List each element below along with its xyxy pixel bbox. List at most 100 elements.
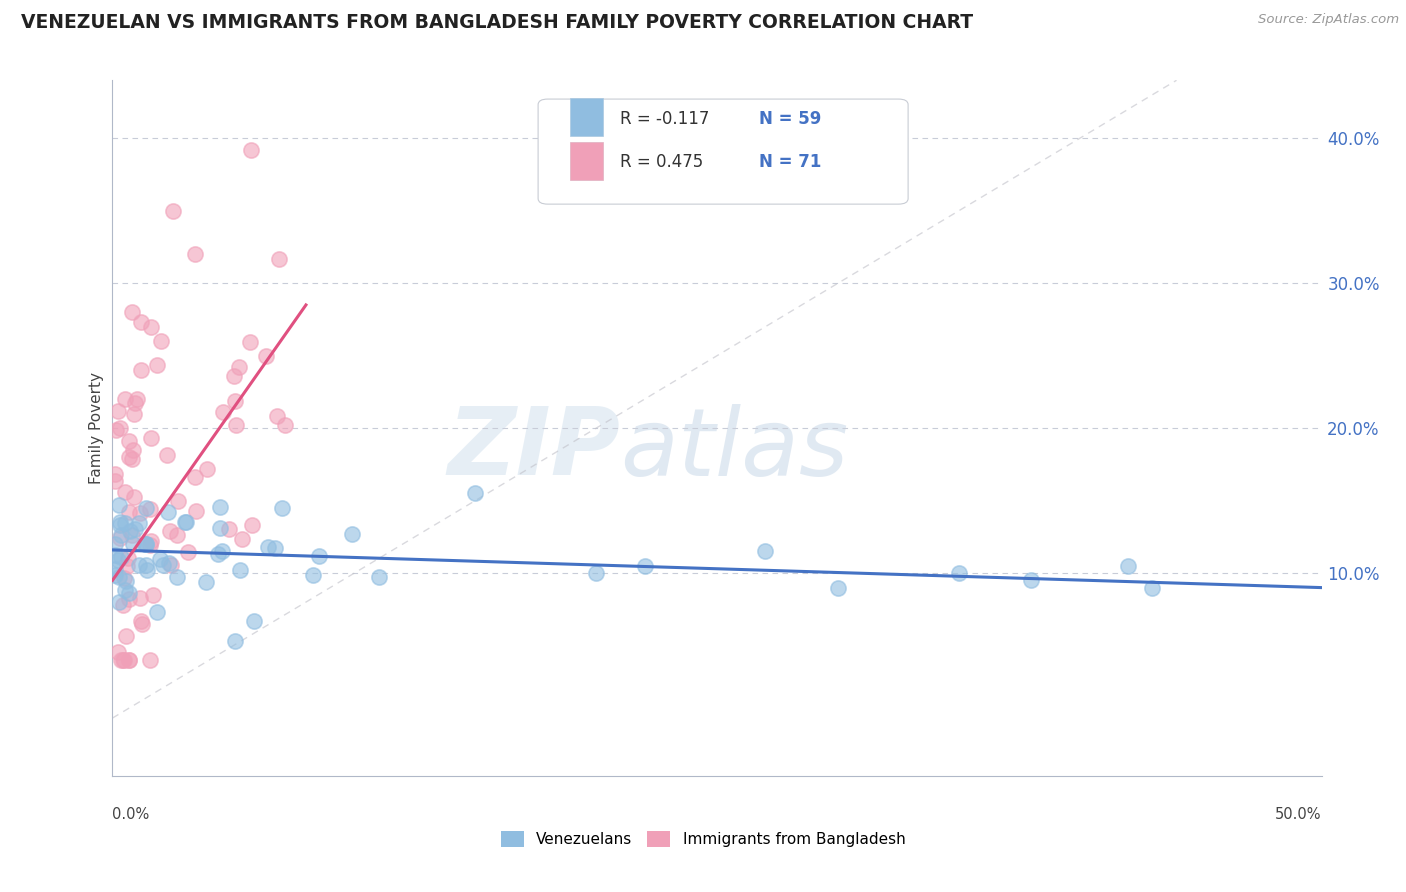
FancyBboxPatch shape	[538, 99, 908, 204]
Point	[139, 653, 162, 667]
Point	[146, 605, 169, 619]
Point	[118, 450, 141, 465]
Point	[174, 516, 197, 530]
Point	[129, 315, 152, 329]
Point	[160, 558, 183, 572]
Point	[240, 518, 263, 533]
Point	[948, 566, 970, 581]
Point	[104, 537, 127, 551]
Point	[110, 528, 132, 542]
Point	[107, 553, 129, 567]
Point	[112, 653, 135, 667]
Point	[183, 247, 205, 261]
Point	[122, 537, 145, 551]
Point	[183, 470, 205, 484]
Point	[112, 571, 135, 585]
Point	[149, 334, 172, 349]
Point	[194, 575, 217, 590]
Point	[157, 505, 180, 519]
Point	[114, 516, 136, 531]
Point	[257, 540, 280, 554]
Point	[118, 586, 141, 600]
Point	[156, 449, 179, 463]
Point	[114, 582, 136, 597]
Point	[135, 500, 157, 515]
Point	[108, 517, 131, 532]
Point	[224, 633, 246, 648]
Point	[167, 493, 190, 508]
Point	[139, 538, 162, 552]
Point	[224, 393, 246, 408]
Point	[166, 570, 188, 584]
Text: atlas: atlas	[620, 403, 849, 494]
Point	[149, 552, 172, 566]
Point	[228, 359, 250, 374]
Point	[125, 392, 148, 407]
Point	[117, 653, 139, 667]
Text: R = -0.117: R = -0.117	[620, 110, 710, 128]
Point	[827, 581, 849, 595]
Point	[367, 570, 389, 584]
Point	[114, 574, 136, 589]
Point	[222, 369, 245, 384]
Point	[225, 418, 247, 433]
Point	[131, 363, 153, 377]
Point	[585, 566, 607, 581]
Point	[108, 499, 131, 513]
FancyBboxPatch shape	[569, 98, 603, 136]
Point	[242, 614, 264, 628]
Point	[308, 549, 330, 564]
Point	[141, 319, 163, 334]
Point	[754, 544, 776, 558]
Point	[110, 653, 132, 667]
Point	[207, 547, 229, 561]
Point	[108, 515, 131, 529]
Point	[162, 203, 184, 218]
Point	[104, 474, 127, 488]
Text: N = 71: N = 71	[759, 153, 821, 170]
Point	[633, 558, 655, 573]
Point	[209, 500, 232, 514]
Point	[107, 404, 129, 418]
Text: N = 59: N = 59	[759, 110, 821, 128]
Point	[107, 645, 129, 659]
Point	[112, 653, 135, 667]
Point	[104, 549, 127, 563]
Point	[131, 614, 153, 628]
Point	[121, 443, 143, 458]
Text: ZIP: ZIP	[447, 403, 620, 495]
Point	[274, 418, 297, 433]
Point	[131, 616, 153, 631]
Point	[104, 467, 127, 482]
Point	[124, 490, 146, 504]
Text: VENEZUELAN VS IMMIGRANTS FROM BANGLADESH FAMILY POVERTY CORRELATION CHART: VENEZUELAN VS IMMIGRANTS FROM BANGLADESH…	[21, 13, 973, 32]
Point	[142, 588, 165, 602]
Point	[118, 592, 141, 607]
Point	[159, 524, 181, 538]
Point	[104, 562, 127, 576]
Point	[107, 570, 129, 584]
Point	[111, 599, 134, 613]
Point	[114, 485, 136, 500]
Point	[152, 558, 174, 572]
Point	[228, 563, 250, 577]
Point	[271, 500, 294, 515]
Point	[218, 522, 240, 536]
Point	[124, 396, 146, 410]
Point	[212, 405, 235, 419]
Point	[117, 653, 139, 667]
Point	[128, 558, 150, 572]
Point	[264, 541, 287, 555]
Point	[129, 506, 152, 520]
Point	[117, 550, 139, 565]
Point	[121, 528, 143, 542]
Point	[269, 252, 291, 267]
Point	[302, 568, 325, 582]
Point	[211, 544, 233, 558]
Point	[146, 358, 169, 372]
Point	[121, 451, 143, 466]
Point	[134, 536, 156, 550]
Point	[114, 392, 136, 407]
Point	[124, 522, 146, 536]
Point	[122, 408, 145, 422]
